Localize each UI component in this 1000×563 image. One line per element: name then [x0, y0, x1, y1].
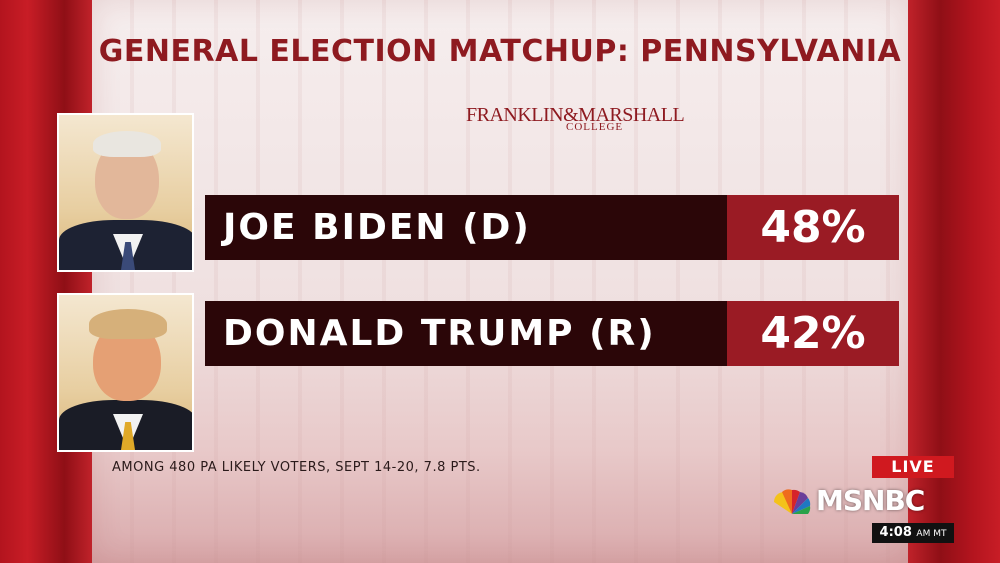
- left-red-band: [0, 0, 92, 563]
- graphic-panel: [92, 0, 908, 563]
- candidate-bar-trump: DONALD TRUMP (R) 42%: [205, 301, 899, 366]
- tie-shape: [121, 422, 135, 450]
- candidate-percent: 48%: [727, 195, 899, 260]
- hair-shape: [89, 309, 167, 339]
- live-badge: LIVE: [872, 456, 954, 478]
- broadcast-clock: 4:08 AM MT: [872, 523, 954, 543]
- candidate-percent: 42%: [727, 301, 899, 366]
- franklin-marshall-logo: FRANKLIN&MARSHALL COLLEGE: [466, 104, 685, 140]
- hair-shape: [93, 131, 161, 157]
- logo-main-text: FRANKLIN&MARSHALL: [466, 104, 685, 126]
- network-logo: MSNBC: [770, 484, 956, 518]
- candidate-name: DONALD TRUMP (R): [223, 313, 656, 354]
- clock-timezone: AM MT: [916, 529, 947, 539]
- logo-sub-text: COLLEGE: [566, 121, 624, 133]
- tie-shape: [121, 242, 135, 270]
- candidate-name: JOE BIDEN (D): [223, 207, 531, 248]
- peacock-icon: [774, 489, 811, 514]
- right-red-band: [908, 0, 1000, 563]
- clock-time: 4:08: [879, 525, 912, 540]
- trump-portrait-icon: [57, 293, 194, 452]
- poll-footnote: AMONG 480 PA LIKELY VOTERS, SEPT 14-20, …: [112, 460, 481, 475]
- graphic-title: GENERAL ELECTION MATCHUP: PENNSYLVANIA: [98, 34, 902, 69]
- biden-portrait-icon: [57, 113, 194, 272]
- candidate-bar-biden: JOE BIDEN (D) 48%: [205, 195, 899, 260]
- network-name: MSNBC: [816, 484, 925, 517]
